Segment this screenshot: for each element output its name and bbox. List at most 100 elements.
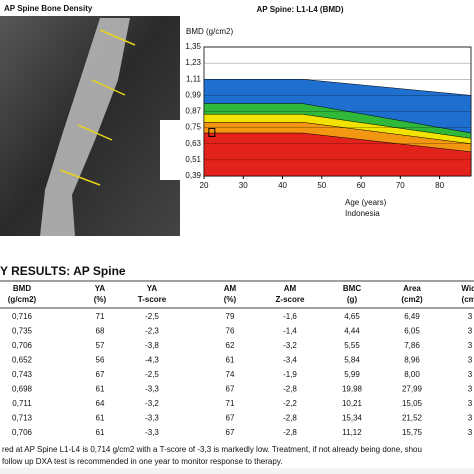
x-tick-label: 60 (357, 181, 366, 190)
table-cell: 0,711 (12, 399, 32, 408)
table-cell: 27,99 (402, 385, 423, 394)
table-cell: -1,6 (283, 312, 297, 321)
chart: AP Spine: L1-L4 (BMD) BMD (g/cm2) Age (y… (185, 5, 472, 218)
table-cell: 68 (96, 327, 105, 336)
table-cell: 3 (468, 370, 473, 379)
table-cell: 79 (226, 312, 235, 321)
column-header: BMD (13, 284, 31, 293)
table-cell: -3,3 (145, 428, 159, 437)
column-header: (cm2) (401, 295, 423, 304)
table-cell: 4,44 (344, 327, 360, 336)
table-cell: 6,49 (404, 312, 420, 321)
table-cell: 0,698 (12, 385, 33, 394)
table-cell: 15,05 (402, 399, 423, 408)
footer-line: follow up DXA test is recommended in one… (2, 457, 282, 466)
table-cell: -3,2 (283, 341, 297, 350)
table-cell: 15,75 (402, 428, 423, 437)
table-cell: 5,99 (344, 370, 360, 379)
table-cell: 0,713 (12, 414, 33, 423)
table-cell: 15,34 (342, 414, 363, 423)
table-cell: -2,8 (283, 385, 297, 394)
table-cell: 3 (468, 399, 473, 408)
y-tick-label: 1,35 (185, 42, 201, 51)
table-cell: -4,3 (145, 356, 159, 365)
footer-fade (0, 468, 474, 474)
table-cell: 61 (96, 414, 105, 423)
column-header: Z-score (276, 295, 305, 304)
table-cell: 61 (96, 428, 105, 437)
table-cell: 57 (96, 341, 105, 350)
column-header: BMC (343, 284, 361, 293)
scan-legend (160, 120, 180, 180)
table-cell: -3,8 (145, 341, 159, 350)
y-tick-label: 0,63 (185, 139, 201, 148)
y-axis-label: BMD (g/cm2) (186, 27, 233, 36)
table-cell: -1,4 (283, 327, 297, 336)
table-cell: 8,96 (404, 356, 420, 365)
table-cell: -2,5 (145, 312, 159, 321)
table-cell: 4,65 (344, 312, 360, 321)
x-tick-label: 50 (317, 181, 326, 190)
chart-title: AP Spine: L1-L4 (BMD) (257, 5, 344, 14)
table-cell: 21,52 (402, 414, 423, 423)
footer: red at AP Spine L1-L4 is 0,714 g/cm2 wit… (2, 445, 422, 466)
table-cell: 0,716 (12, 312, 33, 321)
table-cell: -2,5 (145, 370, 159, 379)
table-cell: 56 (96, 356, 105, 365)
x-tick-label: 20 (200, 181, 209, 190)
table-cell: 67 (96, 370, 105, 379)
column-header: (%) (224, 295, 237, 304)
table-cell: 11,12 (342, 428, 362, 437)
table-cell: -3,3 (145, 414, 159, 423)
patient-marker (208, 127, 216, 137)
table-cell: 0,735 (12, 327, 33, 336)
table-cell: 3 (468, 385, 473, 394)
scan-title: AP Spine Bone Density (4, 4, 93, 13)
table-cell: 5,84 (344, 356, 360, 365)
x-tick-label: 40 (278, 181, 287, 190)
table-cell: 3 (468, 356, 473, 365)
table-cell: 7,86 (404, 341, 420, 350)
y-tick-label: 0,39 (185, 171, 201, 180)
table-cell: 62 (226, 341, 235, 350)
table-cell: -2,2 (283, 399, 297, 408)
table-cell: 0,706 (12, 341, 33, 350)
table-cell: 5,55 (344, 341, 360, 350)
vertebra-lines (59, 29, 136, 186)
column-header: YA (147, 284, 158, 293)
table-cell: 3 (468, 341, 473, 350)
column-header: YA (95, 284, 106, 293)
x-tick-label: 30 (239, 181, 248, 190)
column-header: (g/cm2) (8, 295, 37, 304)
column-header: AM (284, 284, 297, 293)
table-cell: 67 (226, 414, 235, 423)
results-table: Y RESULTS: AP Spine BMD (g/cm2) YA (%) YA T-s… (0, 264, 474, 437)
table-cell: 0,652 (12, 356, 33, 365)
table-cell: -2,8 (283, 414, 297, 423)
y-tick-label: 0,75 (185, 123, 201, 132)
table-cell: 71 (96, 312, 105, 321)
table-cell: 0,706 (12, 428, 33, 437)
column-header: AM (224, 284, 237, 293)
table-cell: 76 (226, 327, 235, 336)
column-header: Widt (461, 284, 474, 293)
column-header: T-score (138, 295, 167, 304)
column-header: (g) (347, 295, 358, 304)
table-cell: 67 (226, 385, 235, 394)
table-cell: 10,21 (342, 399, 363, 408)
y-tick-label: 0,51 (185, 155, 201, 164)
table-cell: 3 (468, 414, 473, 423)
table-cell: -3,3 (145, 385, 159, 394)
table-cell: -3,2 (145, 399, 159, 408)
table-cell: -2,8 (283, 428, 297, 437)
column-header: (%) (94, 295, 107, 304)
table-cell: 3 (468, 312, 473, 321)
table-cell: -1,9 (283, 370, 297, 379)
y-tick-label: 1,11 (186, 74, 202, 83)
spine-shape (40, 18, 130, 236)
table-cell: 61 (226, 356, 235, 365)
x-tick-label: 80 (435, 181, 444, 190)
table-cell: 64 (96, 399, 105, 408)
